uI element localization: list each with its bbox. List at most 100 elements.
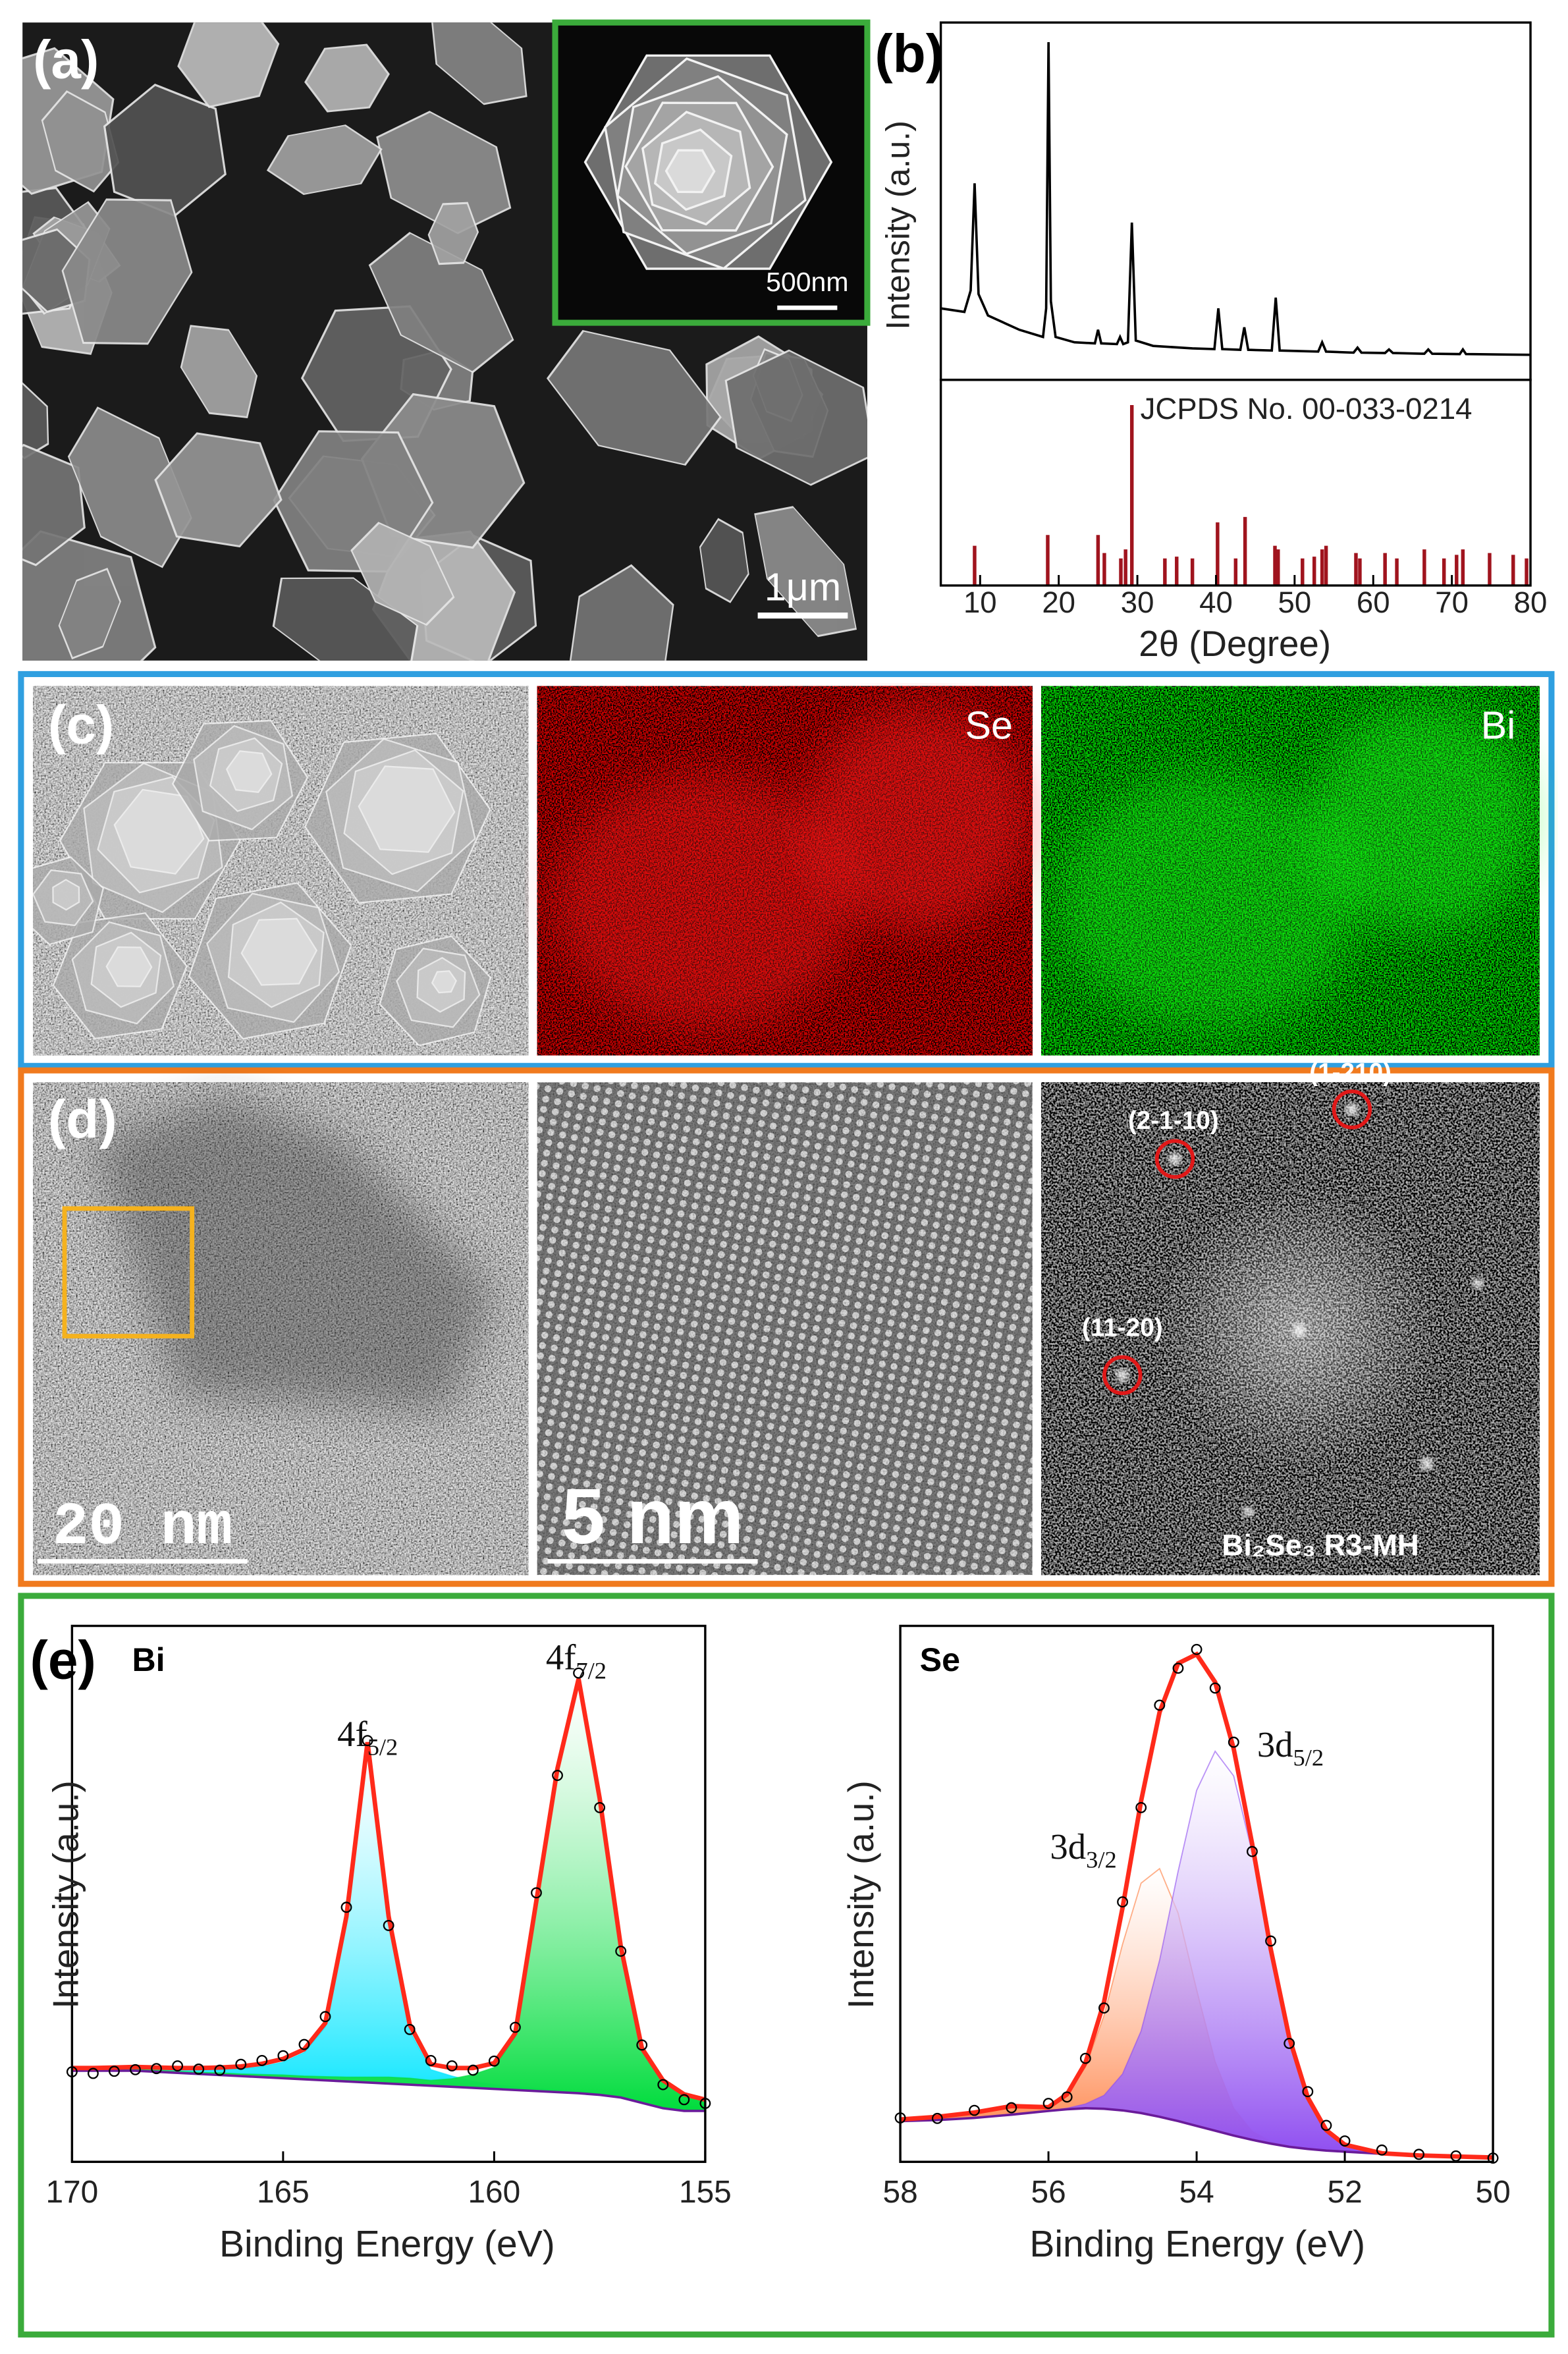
flowers (33, 719, 492, 1047)
x-tick-label: 155 (679, 2175, 732, 2210)
measured-point (969, 2104, 981, 2116)
x-tick-label: 20 (1042, 586, 1075, 619)
map-label: Se (965, 703, 1012, 747)
x-tick-label: 56 (1031, 2175, 1066, 2210)
flower-petal (113, 788, 205, 875)
flake (427, 202, 479, 265)
flake (699, 518, 749, 603)
peak-label: 4f7/2 (546, 1637, 607, 1684)
measured-point (1135, 1801, 1147, 1813)
flake (304, 43, 390, 113)
flower-petal (358, 765, 456, 853)
measured-point (1413, 2149, 1425, 2160)
fft-spot (1168, 1153, 1181, 1165)
measured-point (340, 1902, 352, 1913)
measured-point (404, 2023, 416, 2035)
peak-label-sub: 7/2 (576, 1657, 607, 1683)
bi-blob (1059, 773, 1360, 1029)
measured-point (1209, 1682, 1221, 1694)
panel-label: (c) (48, 695, 114, 755)
plot-frame (939, 378, 1532, 587)
x-tick-label: 50 (1278, 586, 1312, 619)
x-tick-label: 170 (45, 2175, 98, 2210)
peak-label-sub: 3/2 (1086, 1846, 1117, 1873)
scale-label: 500nm (766, 267, 848, 297)
charts: Intensity (a.u.) (b) 10 20 30 40 50 60 70 80 2θ (D… (30, 21, 1547, 2265)
fft-spot (1345, 1103, 1359, 1116)
flake (754, 506, 857, 638)
measured-point (678, 2094, 690, 2106)
spot-markers (1102, 1089, 1372, 1396)
inset-rose (583, 54, 833, 270)
flake (61, 198, 193, 345)
sem-eds-images: (c) Se Bi (33, 686, 1540, 1056)
flake (266, 124, 383, 195)
chart: Intensity (a.u.) (b) (875, 21, 1532, 381)
measured-point (573, 1667, 585, 1679)
peak-label-main: 3d (1050, 1826, 1086, 1867)
flake (430, 22, 527, 105)
measured-point (1006, 2102, 1017, 2114)
measured-point (1265, 1935, 1277, 1947)
measured-point (172, 2060, 184, 2072)
phase-label: Bi₂Se₃ R3-MH (1222, 1528, 1419, 1562)
x-axis-label: 2θ (Degree) (1139, 623, 1331, 664)
measured-point (594, 1801, 606, 1813)
plot-frame (70, 1624, 707, 2163)
flake (103, 83, 227, 217)
flakes (22, 22, 867, 661)
chart: 58 56 54 52 50 Binding Energy (eV) Intensity (… (840, 1624, 1511, 2265)
measured-point (552, 1770, 563, 1781)
fft-spots (1116, 1103, 1484, 1518)
x-tick-label: 50 (1475, 2175, 1510, 2210)
x-tick-label: 58 (882, 2175, 917, 2210)
measured-point (256, 2055, 268, 2066)
measured-point (1320, 2120, 1332, 2131)
measured-point (193, 2064, 205, 2075)
panel-label: (e) (30, 1630, 96, 1690)
chart: 170 165 160 155 Binding Energy (eV) Intensity… (30, 1624, 732, 2265)
spot-label: (11-20) (1082, 1314, 1163, 1342)
peak-label-main: 3d (1257, 1724, 1293, 1765)
spot-marker (1154, 1139, 1195, 1179)
map-label: Bi (1481, 703, 1516, 747)
x-tick-label: 54 (1179, 2175, 1214, 2210)
spot-marker (1102, 1355, 1143, 1396)
hrtem-noise (537, 1082, 1033, 1575)
scale-label: 20 nm (53, 1494, 232, 1562)
flake (58, 568, 121, 660)
x-tick-label: 160 (468, 2175, 520, 2210)
measured-point (87, 2067, 99, 2079)
measured-point (615, 1946, 627, 1957)
measured-point (1117, 1896, 1129, 1908)
measured-point (931, 2112, 943, 2124)
y-axis-label: Intensity (a.u.) (840, 1780, 881, 2009)
x-tick-label: 52 (1327, 2175, 1362, 2210)
measured-point (1339, 2135, 1351, 2147)
peak-label: 3d5/2 (1257, 1724, 1324, 1771)
measured-point (657, 2079, 669, 2091)
measured-point (1098, 2002, 1110, 2014)
flake (350, 522, 455, 626)
spot-label: (1-210) (1309, 1058, 1392, 1087)
panel-label: (d) (48, 1090, 117, 1150)
petal (664, 149, 716, 194)
peak-label-sub: 5/2 (1293, 1744, 1324, 1770)
fft-spot (1243, 1506, 1254, 1518)
panel-frame (18, 1593, 1555, 2338)
flower-petal (52, 879, 80, 911)
fft-spot (1420, 1458, 1433, 1470)
fit-line (72, 1678, 706, 2102)
spot-label: (2-1-10) (1128, 1107, 1219, 1135)
measured-point (636, 2039, 648, 2051)
selection-box (62, 1206, 195, 1339)
flake (724, 349, 867, 486)
measured-point (1172, 1662, 1184, 1674)
peak-label-sub: 5/2 (367, 1734, 398, 1761)
peak-label-main: 4f (337, 1714, 367, 1754)
flower-petal (431, 970, 457, 994)
flake (368, 232, 514, 373)
y-axis-label: Intensity (a.u.) (45, 1780, 86, 2009)
measured-point (151, 2063, 162, 2075)
